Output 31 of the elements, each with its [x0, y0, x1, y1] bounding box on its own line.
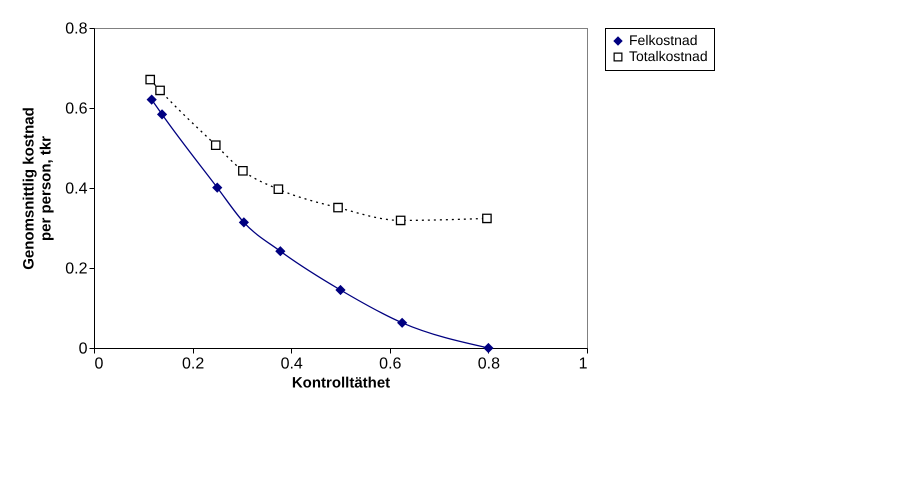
point [397, 318, 407, 328]
point [145, 74, 156, 84]
x-tick-label: 0.4 [280, 356, 303, 372]
x-tick-label: 0.2 [182, 356, 204, 372]
point [146, 94, 157, 104]
point [212, 182, 222, 192]
point [333, 202, 343, 212]
point [239, 218, 249, 228]
x-tick-label: 0.8 [478, 356, 500, 372]
x-tick-label: 0 [94, 356, 104, 372]
point [484, 343, 494, 353]
y-axis-title: Genomsnittlig kostnad per person, tkr [20, 107, 54, 270]
point [238, 166, 248, 176]
point [210, 140, 221, 150]
y-tick-label: 0.8 [65, 20, 88, 38]
x-axis-title: Kontrolltäthet [292, 374, 390, 392]
point [336, 285, 346, 295]
legend-label: Totalkostnad [629, 48, 708, 64]
point [396, 216, 406, 226]
point [155, 86, 165, 96]
point [274, 184, 284, 194]
point [482, 214, 492, 224]
y-tick-label: 0.6 [65, 100, 88, 118]
x-tick-label: 1 [578, 356, 588, 372]
y-tick-label: 0.4 [65, 180, 88, 198]
y-tick-label: 0 [78, 340, 88, 358]
legend-label: Felkostnad [629, 32, 698, 48]
y-tick-label: 0.2 [65, 260, 88, 278]
point [157, 110, 167, 120]
point [276, 246, 286, 256]
x-tick-label: 0.6 [379, 356, 402, 372]
